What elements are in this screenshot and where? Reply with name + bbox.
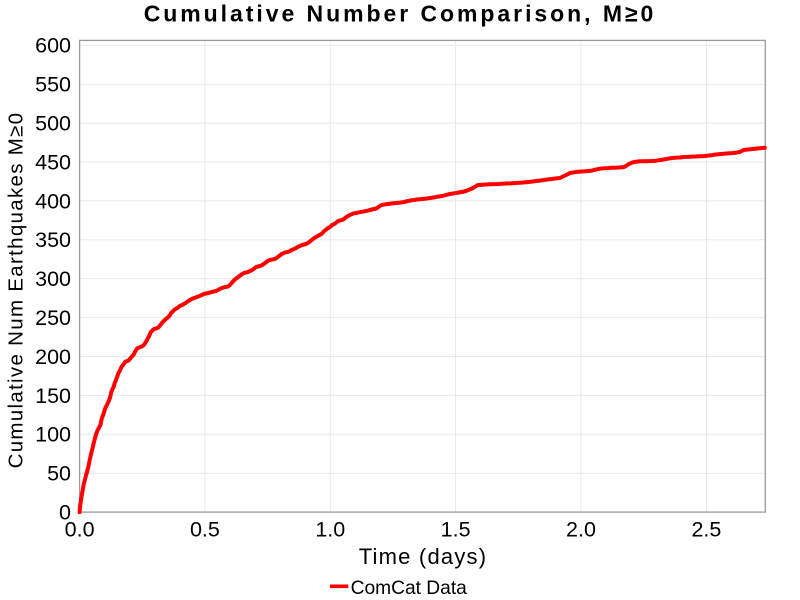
svg-text:500: 500	[35, 112, 71, 136]
svg-text:ComCat Data: ComCat Data	[351, 578, 468, 599]
svg-text:50: 50	[47, 462, 71, 486]
svg-text:2.0: 2.0	[566, 517, 596, 541]
svg-text:0.5: 0.5	[190, 517, 220, 541]
svg-text:150: 150	[35, 384, 71, 408]
svg-text:100: 100	[35, 423, 71, 447]
svg-text:450: 450	[35, 150, 71, 174]
svg-text:1.0: 1.0	[315, 517, 345, 541]
svg-text:Cumulative Num Earthquakes M≥0: Cumulative Num Earthquakes M≥0	[5, 112, 28, 469]
svg-text:350: 350	[35, 228, 71, 252]
svg-text:550: 550	[35, 73, 71, 97]
svg-text:0: 0	[59, 501, 71, 525]
svg-text:600: 600	[35, 34, 71, 58]
svg-text:300: 300	[35, 267, 71, 291]
svg-text:400: 400	[35, 189, 71, 213]
svg-text:200: 200	[35, 345, 71, 369]
svg-text:0.0: 0.0	[65, 517, 95, 541]
svg-text:Cumulative Number Comparison,: Cumulative Number Comparison, M≥0	[144, 0, 657, 26]
svg-text:2.5: 2.5	[691, 517, 721, 541]
svg-text:250: 250	[35, 306, 71, 330]
svg-text:1.5: 1.5	[441, 517, 471, 541]
svg-text:Time (days): Time (days)	[359, 544, 488, 569]
